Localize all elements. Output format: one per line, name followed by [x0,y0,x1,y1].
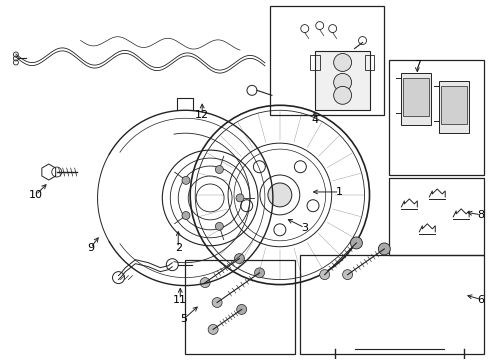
Text: 4: 4 [310,115,318,125]
Bar [403,78,428,116]
Text: 3: 3 [301,223,307,233]
Bar [401,73,430,125]
Text: 1: 1 [335,187,343,197]
Circle shape [342,270,352,280]
Circle shape [182,176,189,184]
Bar [314,50,369,110]
Text: 6: 6 [477,294,484,305]
Circle shape [267,183,291,207]
Text: 7: 7 [413,60,420,71]
Text: 8: 8 [477,210,484,220]
Bar [388,178,483,255]
Circle shape [333,73,351,91]
Circle shape [378,243,389,255]
Bar [185,260,294,354]
Text: 12: 12 [195,110,209,120]
Circle shape [333,54,351,71]
Circle shape [212,298,222,307]
Text: 10: 10 [29,190,43,200]
Bar [440,86,466,124]
Bar [364,55,374,71]
Bar [299,255,483,354]
Circle shape [208,324,218,334]
Circle shape [215,166,223,174]
Text: 9: 9 [87,243,94,253]
Text: 11: 11 [173,294,187,305]
Text: 5: 5 [180,314,186,324]
Circle shape [236,194,244,202]
Text: 2: 2 [174,243,182,253]
Circle shape [182,212,189,220]
Bar [269,6,384,115]
Circle shape [350,237,362,249]
Bar [438,81,468,133]
Bar [388,60,483,175]
Circle shape [200,278,210,288]
Circle shape [333,86,351,104]
Bar [309,55,319,71]
Circle shape [254,268,264,278]
Circle shape [234,254,244,264]
Circle shape [319,270,329,280]
Circle shape [236,305,246,314]
Circle shape [215,222,223,230]
